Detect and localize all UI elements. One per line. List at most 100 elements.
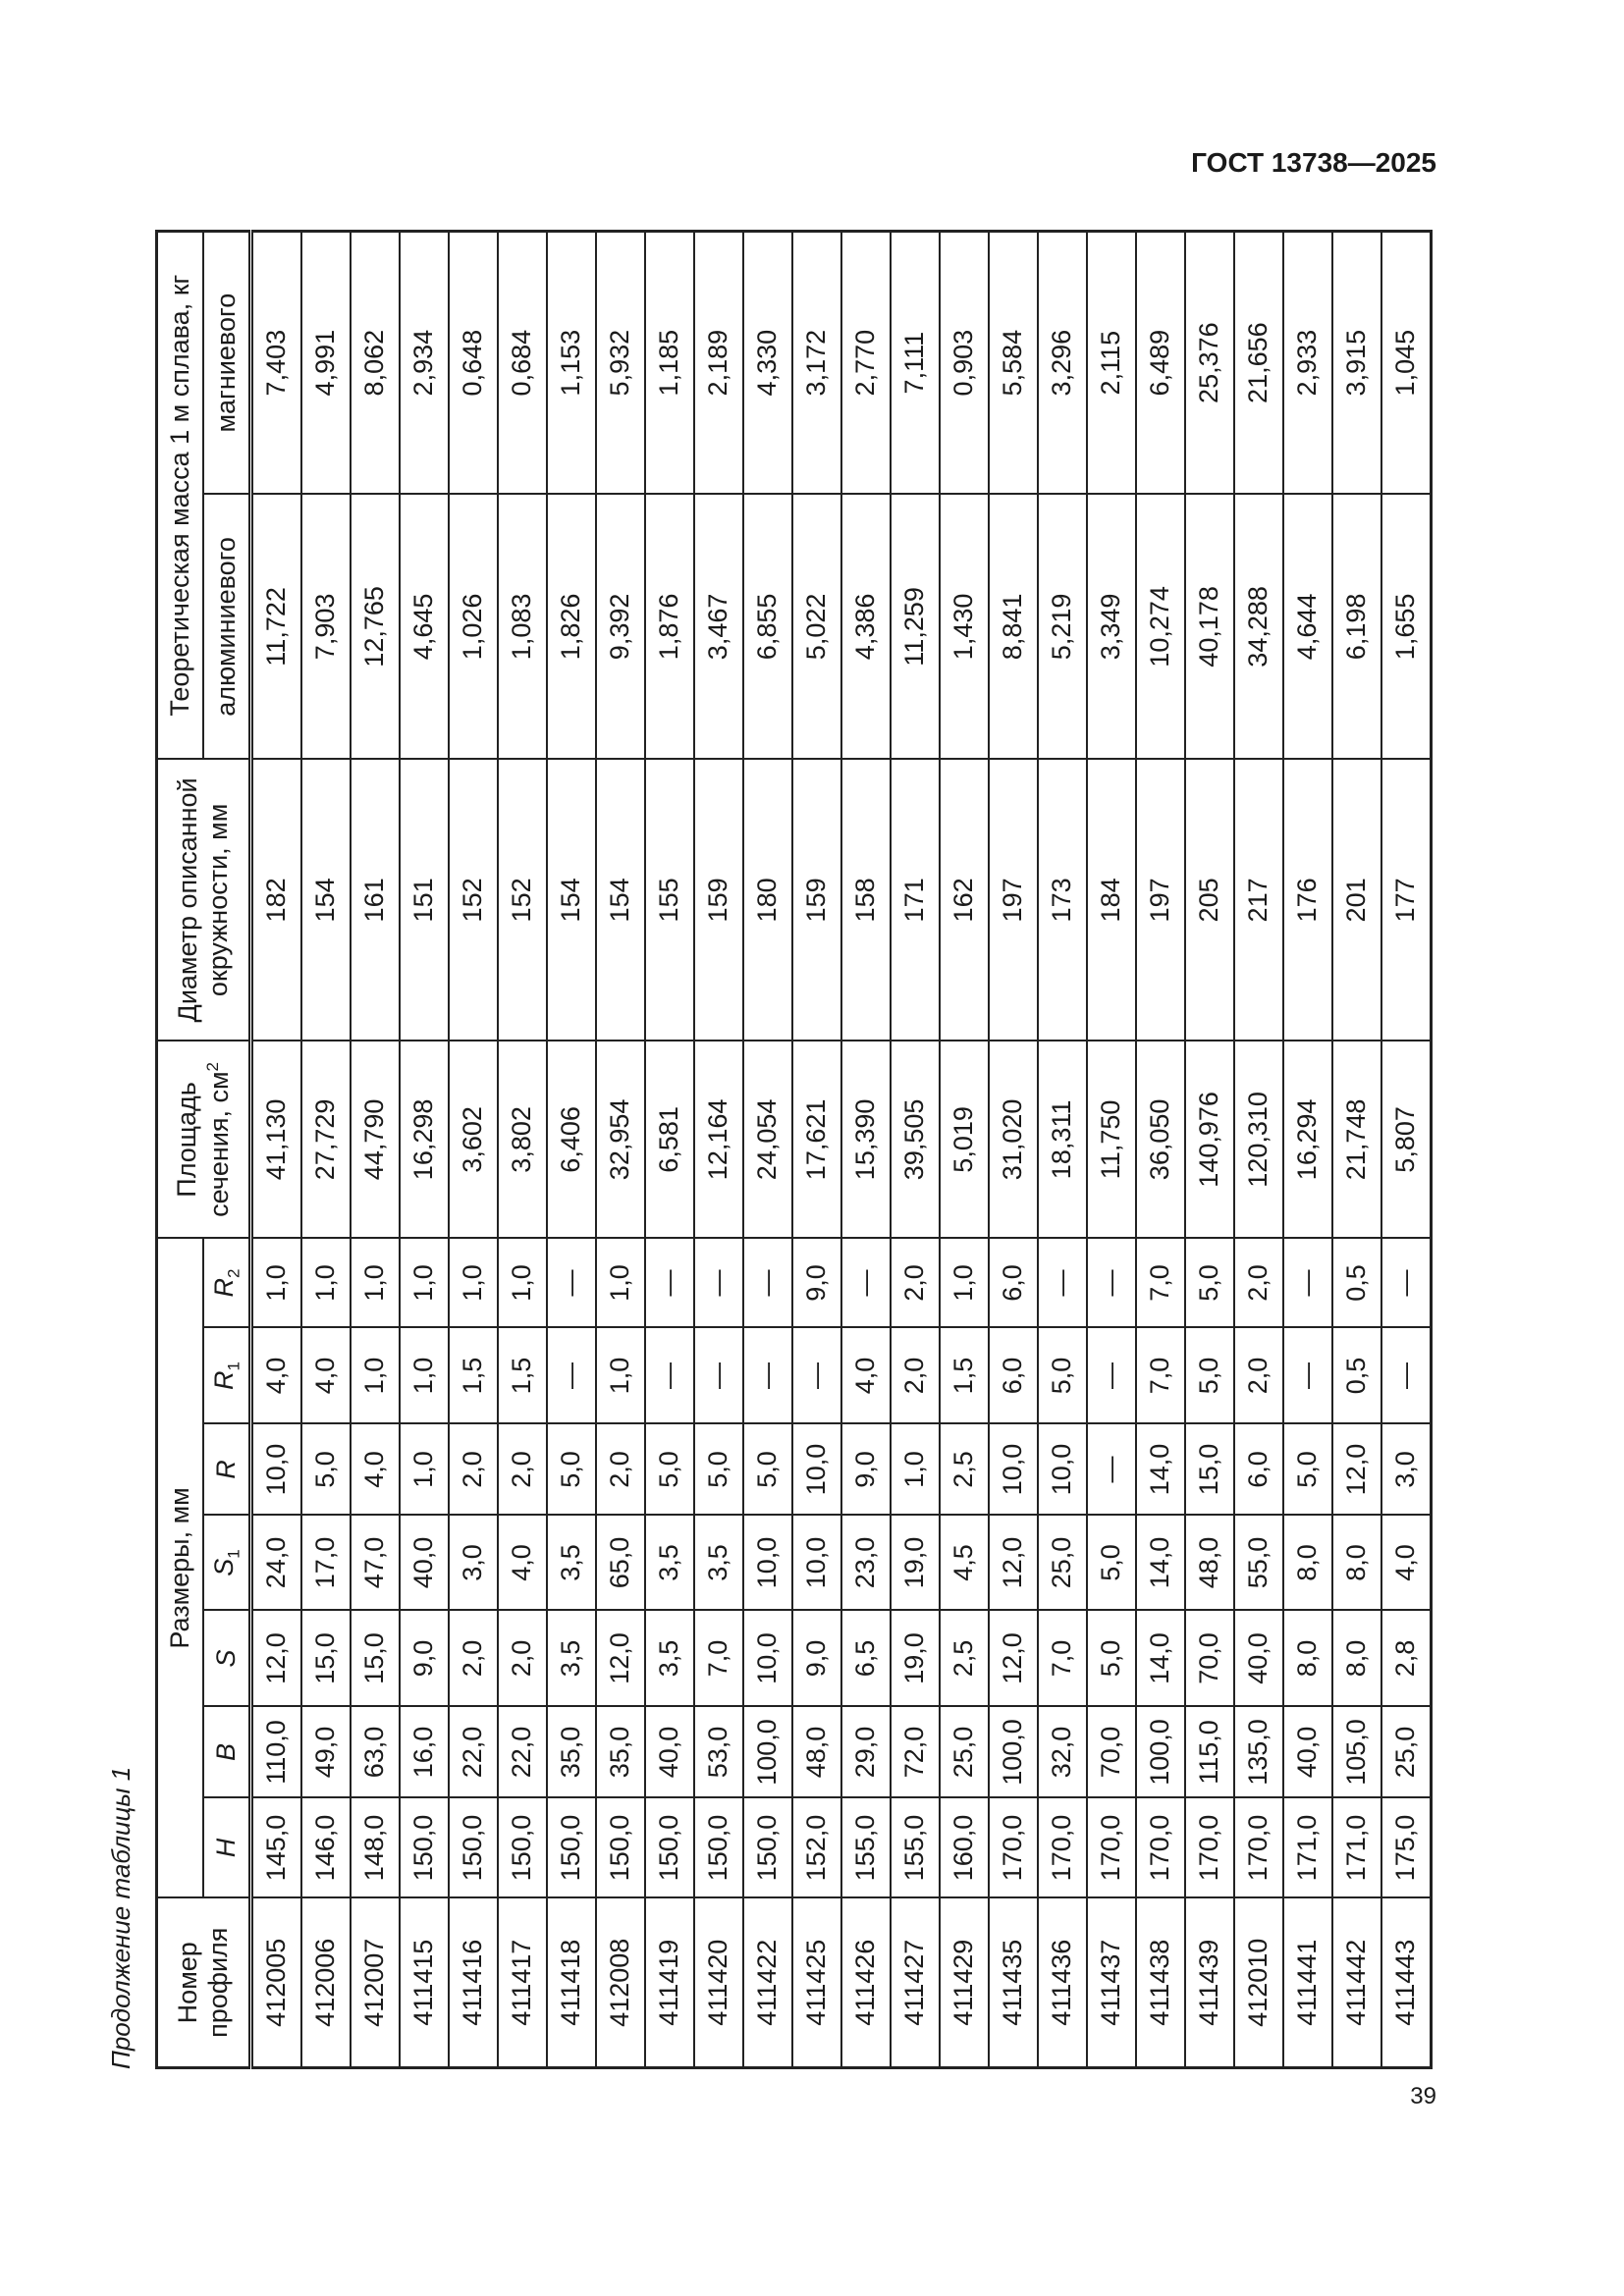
table-caption: Продолжение таблицы 1 [106,1766,135,2069]
table-cell: 197 [989,759,1038,1041]
table-cell: 180 [743,759,792,1041]
table-cell: 7,903 [301,494,351,760]
table-cell: 15,0 [301,1610,351,1707]
table-cell: 150,0 [694,1797,743,1898]
table-cell: 2,0 [891,1327,940,1424]
profile-number-cell: 411442 [1332,1897,1381,2068]
table-cell: 154 [547,759,596,1041]
table-cell: 100,0 [743,1706,792,1798]
table-cell: 1,026 [449,494,498,760]
table-cell: 5,0 [1185,1327,1234,1424]
table-cell: 8,0 [1332,1610,1381,1707]
table-cell: 48,0 [1185,1515,1234,1611]
header-area-sup: 2 [202,1061,222,1072]
table-cell: 70,0 [1185,1610,1234,1707]
table-cell: 12,0 [989,1610,1038,1707]
header-area: Площадь сечения, см2 [156,1041,251,1239]
table-row: 411422 150,0 100,0 10,0 10,0 5,0— —24,054 180 6,… [743,231,792,2068]
table-cell: 0,5 [1332,1327,1381,1424]
table-cell: — [694,1327,743,1424]
table-cell: 8,0 [1283,1515,1332,1611]
table-cell: 12,0 [1332,1423,1381,1516]
table-cell: 115,0 [1185,1706,1234,1798]
table-cell: 10,0 [792,1515,841,1611]
table-row: 412006 146,0 49,0 15,0 17,0 5,0 4,0 1,0 27,729 15… [301,231,351,2068]
table-cell: 140,976 [1185,1041,1234,1239]
table-cell: 8,062 [351,231,400,495]
table-cell: — [1087,1238,1136,1328]
profile-number-cell: 411419 [645,1897,694,2068]
table-row: 412005 145,0 110,0 12,0 24,0 10,0 4,0 1,0 41,130… [250,231,301,2068]
table-cell: 12,0 [989,1515,1038,1611]
table-cell: 70,0 [1087,1706,1136,1798]
table-cell: 2,0 [498,1610,547,1707]
table-cell: 6,406 [547,1041,596,1239]
table-cell: 7,0 [1136,1238,1185,1328]
page-number: 39 [1410,2083,1436,2109]
table-cell: 3,296 [1038,231,1087,495]
header-dim-0: H [203,1797,251,1898]
table-cell: 19,0 [891,1610,940,1707]
table-cell: 22,0 [449,1706,498,1798]
table-row: 412010 170,0 135,0 40,0 55,0 6,0 2,0 2,0 120,310… [1234,231,1283,2068]
table-cell: 21,748 [1332,1041,1381,1239]
table-cell: 4,644 [1283,494,1332,760]
table-cell: 160,0 [940,1797,989,1898]
table-cell: 5,022 [792,494,841,760]
table-cell: 1,655 [1381,494,1432,760]
table-cell: 12,0 [596,1610,645,1707]
table-cell: 16,294 [1283,1041,1332,1239]
header-dim-symbol: R [210,1460,241,1479]
table-cell: 5,0 [547,1423,596,1516]
table-cell: 21,656 [1234,231,1283,495]
table-cell: 0,648 [449,231,498,495]
table-row: 411416 150,0 22,0 2,0 3,0 2,0 1,5 1,0 3,602 152 1,… [449,231,498,2068]
table-cell: 0,5 [1332,1238,1381,1328]
table-cell: 1,0 [351,1327,400,1424]
table-cell: — [645,1238,694,1328]
table-cell: 6,5 [841,1610,891,1707]
table-cell: 2,189 [694,231,743,495]
table-cell: 4,645 [400,494,449,760]
table-cell: — [1381,1238,1432,1328]
table-cell: 9,0 [841,1423,891,1516]
table-cell: 5,0 [1185,1238,1234,1328]
table-cell: 5,0 [1283,1423,1332,1516]
table-row: 411418 150,0 35,0 3,5 3,5 5,0— —6,406 154 1,826 1… [547,231,596,2068]
table-cell: 3,602 [449,1041,498,1239]
table-cell: 155,0 [841,1797,891,1898]
table-cell: 1,5 [449,1327,498,1424]
table-cell: — [1381,1327,1432,1424]
table-cell: 44,790 [351,1041,400,1239]
table-cell: 5,584 [989,231,1038,495]
table-cell: 5,0 [743,1423,792,1516]
table-cell: 5,807 [1381,1041,1432,1239]
table-cell: 171,0 [1283,1797,1332,1898]
table-cell: 159 [792,759,841,1041]
table-cell: 0,903 [940,231,989,495]
table-cell: 11,750 [1087,1041,1136,1239]
profile-number-cell: 412007 [351,1897,400,2068]
table-cell: 3,349 [1087,494,1136,760]
table-cell: 4,0 [351,1423,400,1516]
table-cell: 150,0 [547,1797,596,1898]
table-cell: 173 [1038,759,1087,1041]
table-cell: — [694,1238,743,1328]
table-row: 411426 155,0 29,0 6,5 23,0 9,0 4,0—15,390 158 4,… [841,231,891,2068]
table-cell: 3,915 [1332,231,1381,495]
table-cell: 150,0 [743,1797,792,1898]
table-row: 411419 150,0 40,0 3,5 3,5 5,0— —6,581 155 1,876 1… [645,231,694,2068]
table-row: 411417 150,0 22,0 2,0 4,0 2,0 1,5 1,0 3,802 152 1,… [498,231,547,2068]
header-mass-magnesium: магниевого [203,231,251,495]
table-body: 412005 145,0 110,0 12,0 24,0 10,0 4,0 1,0 41,130… [250,231,1432,2068]
table-cell: 5,0 [301,1423,351,1516]
table-cell: 161 [351,759,400,1041]
profile-number-cell: 411425 [792,1897,841,2068]
table-cell: 155,0 [891,1797,940,1898]
table-cell: 182 [250,759,301,1041]
table-row: 411441 171,0 40,0 8,0 8,0 5,0— —16,294 176 4,644… [1283,231,1332,2068]
table-cell: 5,0 [645,1423,694,1516]
document-code: ГОСТ 13738—2025 [1191,147,1436,178]
table-cell: 63,0 [351,1706,400,1798]
table-cell: 7,0 [694,1610,743,1707]
